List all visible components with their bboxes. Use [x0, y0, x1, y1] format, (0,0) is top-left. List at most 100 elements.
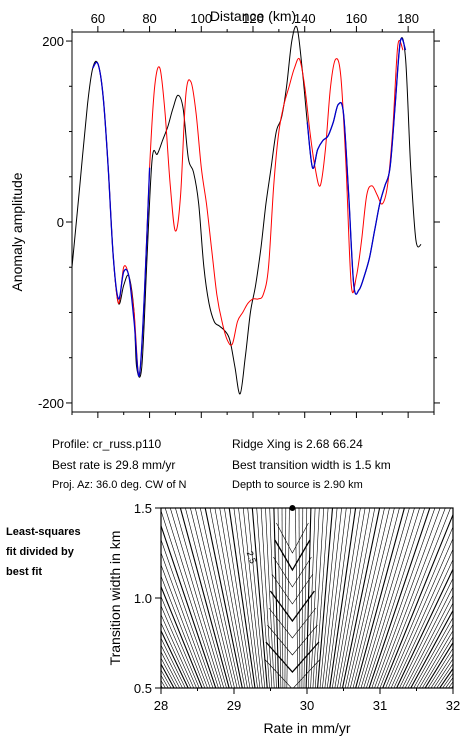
contour-line	[314, 508, 329, 688]
contour-line	[393, 558, 453, 688]
blue-series-line	[306, 37, 407, 295]
contour-line	[421, 636, 453, 688]
contour-line	[301, 508, 304, 688]
contour-line	[371, 508, 436, 688]
contour-line	[295, 508, 299, 688]
misfit-description-line-3: best fit	[6, 566, 43, 578]
contour-line	[179, 508, 230, 688]
plot-frame	[71, 31, 435, 413]
contour-line	[355, 508, 405, 688]
y-tick-label: 0	[57, 215, 64, 230]
contour-line	[347, 508, 390, 688]
x-tick-label: 80	[142, 11, 156, 26]
contour-line	[161, 509, 219, 688]
contour-line	[329, 508, 357, 688]
contour-line	[374, 508, 441, 688]
bottom-axis-ticks: 28 29 30 31 32 0.5 1.0 1.5	[134, 501, 460, 713]
contour-line	[161, 605, 197, 688]
contour-line	[399, 577, 453, 688]
contour-line	[170, 508, 225, 688]
contour-line	[276, 522, 309, 554]
contour-line	[312, 508, 324, 688]
best-rate: Best rate is 29.8 mm/yr	[52, 458, 176, 472]
contour-line	[385, 526, 453, 688]
contour-line	[264, 658, 321, 688]
contour-line	[334, 508, 366, 688]
contour-line	[303, 508, 308, 688]
contour-line	[324, 508, 347, 688]
red-series-line	[92, 39, 404, 377]
misfit-description: Least-squares fit divided by best fit	[6, 522, 116, 582]
contour-line	[265, 508, 275, 688]
contour-x-tick-label: 28	[154, 698, 168, 713]
contour-y-tick-label: 1.0	[134, 591, 152, 606]
contour-line	[430, 653, 453, 688]
contour-line	[161, 613, 195, 688]
contour-line	[164, 508, 222, 688]
contour-line	[256, 508, 270, 688]
contour-line	[401, 586, 453, 688]
contour-line	[453, 508, 467, 690]
contour-line	[219, 508, 251, 688]
contour-line	[269, 590, 315, 623]
contour-y-axis-title: Transition width in km	[107, 531, 123, 666]
contour-y-tick-label: 1.5	[134, 501, 152, 516]
contour-line	[161, 657, 178, 688]
contour-line	[228, 508, 256, 688]
contour-line	[161, 585, 203, 688]
contour-line	[416, 623, 453, 688]
contour-line	[308, 508, 316, 688]
contour-line	[298, 508, 301, 688]
black-series-line	[71, 25, 422, 395]
contour-line	[281, 508, 284, 688]
contour-y-tick-label: 0.5	[134, 681, 152, 696]
contour-line	[387, 537, 453, 688]
contour-line	[284, 508, 287, 688]
contour-line	[214, 508, 248, 688]
contour-line	[339, 508, 376, 688]
contour-line	[357, 508, 410, 688]
x-tick-label: 140	[294, 11, 316, 26]
contour-line	[204, 508, 243, 688]
contour-line	[269, 508, 277, 688]
contour-line	[185, 508, 233, 688]
contour-line	[260, 508, 273, 688]
contour-line	[376, 508, 446, 688]
contour-x-tick-label: 30	[300, 698, 314, 713]
contour-line	[161, 651, 181, 688]
contour-line	[363, 508, 420, 688]
contour-line	[209, 508, 246, 688]
contour-line	[319, 508, 338, 688]
contour-line	[277, 508, 282, 688]
contour-line	[190, 508, 235, 688]
contour-line	[161, 524, 217, 688]
best-fit-marker	[289, 505, 296, 511]
contour-line	[310, 508, 320, 688]
misfit-description-line-2: fit divided by	[6, 546, 74, 558]
misfit-description-line-1: Least-squares	[6, 526, 81, 538]
contour-line	[161, 538, 214, 688]
contour-line	[332, 508, 361, 688]
x-axis-title: Distance (km)	[210, 8, 296, 24]
contour-value-label: 2.5	[245, 550, 259, 565]
contour-line	[349, 508, 395, 688]
ridge-crossing: Ridge Xing is 2.68 66.24	[232, 437, 363, 451]
contour-line	[390, 548, 453, 688]
x-tick-label: 100	[190, 11, 212, 26]
contour-line	[360, 508, 415, 688]
x-tick-label: 160	[346, 11, 368, 26]
contour-line	[265, 641, 320, 673]
contour-line	[424, 641, 453, 688]
contour-line	[268, 607, 317, 639]
top-axis-ticks: 60 80 100 120 140 160 180 -200 0 200	[38, 11, 440, 418]
contour-line	[274, 539, 311, 572]
contour-line	[326, 508, 352, 688]
contour-line	[341, 508, 381, 688]
contour-line	[161, 629, 189, 688]
contour-line	[161, 595, 200, 688]
contour-line	[161, 575, 206, 688]
best-transition-width: Best transition width is 1.5 km	[232, 458, 391, 472]
contour-line	[427, 647, 453, 688]
y-tick-label: -200	[38, 396, 64, 411]
